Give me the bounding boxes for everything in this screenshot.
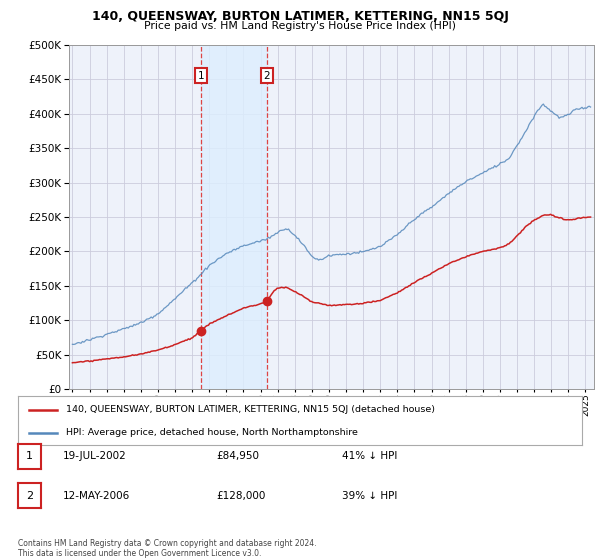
Text: 140, QUEENSWAY, BURTON LATIMER, KETTERING, NN15 5QJ (detached house): 140, QUEENSWAY, BURTON LATIMER, KETTERIN… xyxy=(66,405,435,414)
Text: 41% ↓ HPI: 41% ↓ HPI xyxy=(342,451,397,461)
Text: 1: 1 xyxy=(26,451,33,461)
Text: £128,000: £128,000 xyxy=(216,491,265,501)
Text: £84,950: £84,950 xyxy=(216,451,259,461)
Text: 39% ↓ HPI: 39% ↓ HPI xyxy=(342,491,397,501)
Text: 140, QUEENSWAY, BURTON LATIMER, KETTERING, NN15 5QJ: 140, QUEENSWAY, BURTON LATIMER, KETTERIN… xyxy=(92,10,508,22)
Text: Price paid vs. HM Land Registry's House Price Index (HPI): Price paid vs. HM Land Registry's House … xyxy=(144,21,456,31)
Text: 12-MAY-2006: 12-MAY-2006 xyxy=(63,491,130,501)
Text: 2: 2 xyxy=(263,71,270,81)
Text: HPI: Average price, detached house, North Northamptonshire: HPI: Average price, detached house, Nort… xyxy=(66,428,358,437)
Text: Contains HM Land Registry data © Crown copyright and database right 2024.
This d: Contains HM Land Registry data © Crown c… xyxy=(18,539,317,558)
Text: 19-JUL-2002: 19-JUL-2002 xyxy=(63,451,127,461)
Bar xyxy=(202,45,267,389)
Text: 1: 1 xyxy=(198,71,205,81)
Text: 2: 2 xyxy=(26,491,33,501)
